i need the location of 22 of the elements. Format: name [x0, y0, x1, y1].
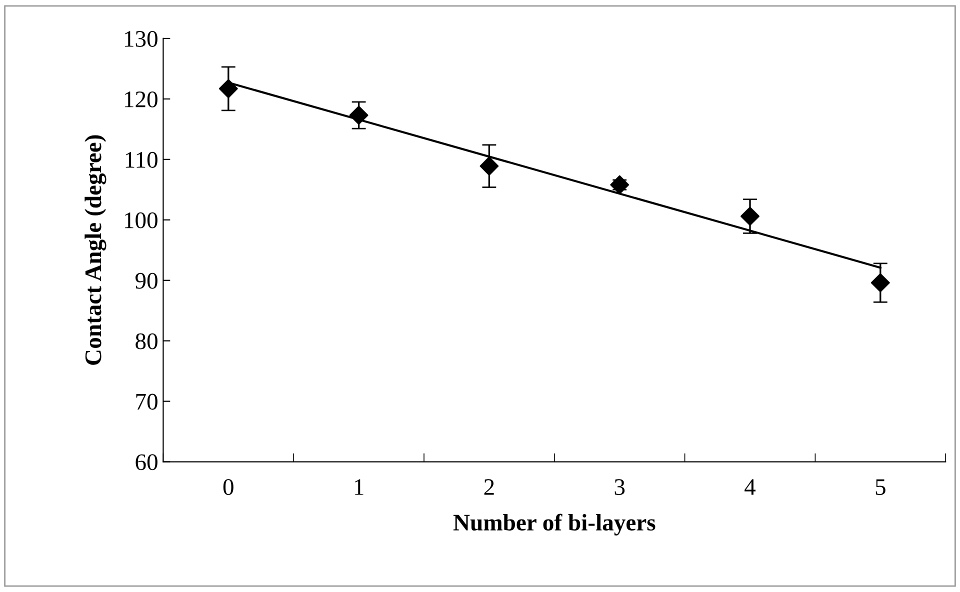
y-tick-label: 70: [136, 394, 158, 410]
point: [480, 156, 499, 176]
x-tick-label: 1: [354, 479, 364, 495]
y-tick-label: 90: [135, 272, 158, 289]
x-tick-label: 5: [876, 479, 886, 496]
point: [870, 273, 890, 292]
y-tick-label: 60: [136, 454, 158, 470]
x-tick-label: 4: [744, 479, 756, 495]
point: [740, 206, 760, 226]
y-tick-label: 130: [125, 30, 158, 47]
x-axis-title: Number of bi-layers: [453, 514, 656, 536]
x-tick-label: 0: [223, 479, 234, 496]
y-tick-label: 100: [125, 212, 158, 228]
point: [218, 79, 238, 98]
y-axis-title: Contact Angle (degree): [84, 135, 106, 365]
y-tick-label: 80: [136, 333, 158, 350]
x-tick-label: 2: [484, 479, 494, 495]
point: [610, 175, 630, 194]
point: [349, 106, 368, 125]
y-tick-label: 120: [125, 91, 158, 108]
x-tick-label: 3: [614, 479, 625, 496]
y-tick-label: 110: [126, 152, 158, 168]
